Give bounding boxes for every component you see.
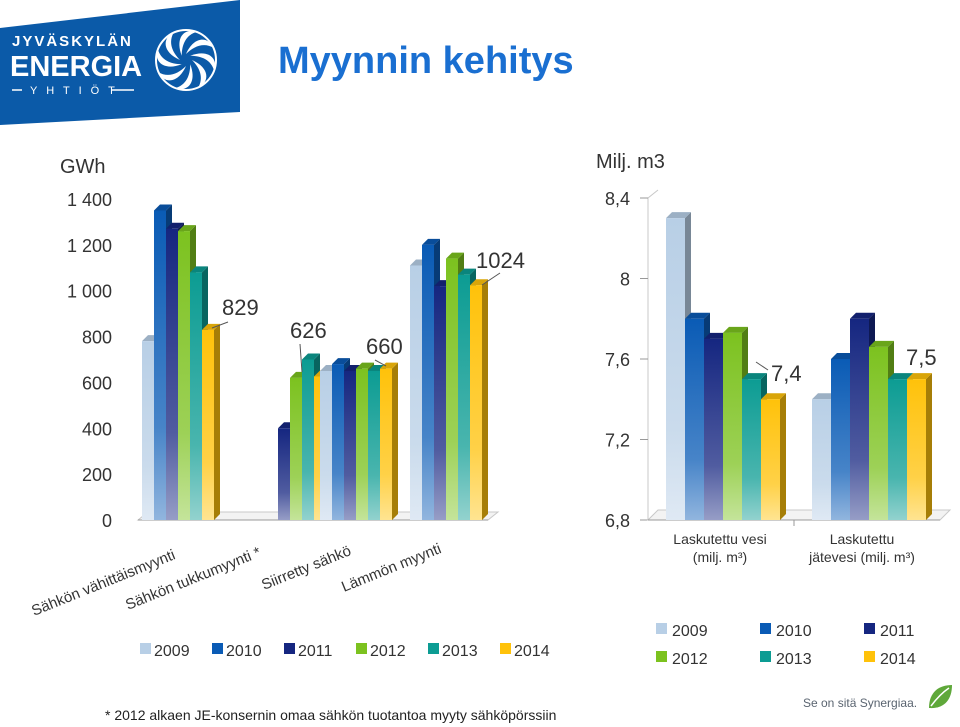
legend-swatch bbox=[760, 623, 771, 634]
legend-item-2010: 2010 bbox=[760, 623, 812, 640]
legend-swatch bbox=[656, 623, 667, 634]
y-tick-label: 6,8 bbox=[605, 511, 630, 531]
legend-swatch bbox=[864, 623, 875, 634]
y-axis-unit: Milj. m3 bbox=[596, 151, 665, 173]
legend-label: 2010 bbox=[226, 643, 262, 660]
logo-line1: JYVÄSKYLÄN bbox=[12, 33, 133, 50]
legend-swatch bbox=[428, 643, 439, 654]
legend-item-2010: 2010 bbox=[212, 643, 262, 660]
bar-2014-1 bbox=[907, 373, 932, 520]
data-label: 660 bbox=[366, 334, 403, 359]
data-label: 626 bbox=[290, 318, 327, 343]
bar-2014-0 bbox=[202, 323, 220, 520]
y-tick-label: 7,6 bbox=[605, 350, 630, 370]
legend-item-2011: 2011 bbox=[284, 643, 333, 660]
y-axis-unit: GWh bbox=[60, 156, 106, 178]
data-label: 1024 bbox=[476, 248, 525, 273]
logo-line2: ENERGIA bbox=[10, 51, 142, 83]
slogan: Se on sitä Synergiaa. bbox=[803, 696, 918, 710]
leaf-icon bbox=[929, 685, 952, 709]
y-tick-label: 600 bbox=[82, 373, 112, 393]
legend-item-2009: 2009 bbox=[656, 623, 708, 640]
legend-item-2012: 2012 bbox=[656, 651, 708, 668]
legend-swatch bbox=[356, 643, 367, 654]
footnote: * 2012 alkaen JE-konsernin omaa sähkön t… bbox=[105, 707, 557, 723]
legend-item-2014: 2014 bbox=[500, 643, 550, 660]
label-leader-line bbox=[299, 343, 303, 373]
bar-2014-3 bbox=[470, 279, 488, 520]
legend-swatch bbox=[284, 643, 295, 654]
y-tick-label: 200 bbox=[82, 465, 112, 485]
logo-line3: Y H T I Ö T bbox=[30, 85, 118, 97]
bar-2014-2 bbox=[380, 362, 398, 520]
legend-label: 2012 bbox=[672, 651, 708, 668]
legend-swatch bbox=[760, 651, 771, 662]
legend-swatch bbox=[500, 643, 511, 654]
legend-item-2013: 2013 bbox=[428, 643, 478, 660]
legend-item-2011: 2011 bbox=[864, 623, 915, 640]
legend-label: 2013 bbox=[776, 651, 812, 668]
legend-label: 2011 bbox=[880, 623, 915, 640]
data-label: 7,5 bbox=[906, 345, 937, 370]
company-logo: JYVÄSKYLÄN ENERGIA Y H T I Ö T bbox=[8, 18, 238, 102]
y-tick-label: 800 bbox=[82, 328, 112, 348]
legend-item-2014: 2014 bbox=[864, 651, 916, 668]
category-label: Laskutettu vesi (milj. m³) bbox=[673, 531, 766, 565]
legend-item-2013: 2013 bbox=[760, 651, 812, 668]
legend-label: 2014 bbox=[514, 643, 550, 660]
legend-label: 2011 bbox=[298, 643, 333, 660]
legend-label: 2012 bbox=[370, 643, 406, 660]
legend-label: 2014 bbox=[880, 651, 916, 668]
label-leader-line bbox=[374, 359, 387, 367]
data-label: 7,4 bbox=[771, 361, 802, 386]
category-label: Laskutettu jätevesi (milj. m³) bbox=[808, 531, 915, 565]
legend-label: 2009 bbox=[154, 643, 190, 660]
y-tick-label: 1 000 bbox=[67, 282, 112, 302]
legend-label: 2010 bbox=[776, 623, 812, 640]
legend-swatch bbox=[140, 643, 151, 654]
page-title: Myynnin kehitys bbox=[278, 40, 574, 82]
label-leader-line bbox=[755, 361, 769, 371]
y-tick-label: 1 400 bbox=[67, 190, 112, 210]
y-tick-label: 8 bbox=[620, 270, 630, 290]
y-tick-label: 7,2 bbox=[605, 431, 630, 451]
legend-swatch bbox=[212, 643, 223, 654]
chart-left-wall bbox=[647, 189, 659, 520]
y-tick-label: 1 200 bbox=[67, 236, 112, 256]
y-tick-label: 400 bbox=[82, 419, 112, 439]
bar-2014-0 bbox=[761, 393, 786, 520]
data-label: 829 bbox=[222, 295, 259, 320]
legend-item-2009: 2009 bbox=[140, 643, 190, 660]
label-leader-line bbox=[211, 321, 229, 329]
y-tick-label: 8,4 bbox=[605, 189, 630, 209]
y-tick-label: 0 bbox=[102, 511, 112, 531]
legend-label: 2013 bbox=[442, 643, 478, 660]
label-leader-line bbox=[481, 272, 501, 286]
turbine-swirl-icon bbox=[155, 29, 217, 91]
legend-label: 2009 bbox=[672, 623, 708, 640]
legend-swatch bbox=[656, 651, 667, 662]
legend-item-2012: 2012 bbox=[356, 643, 406, 660]
legend-swatch bbox=[864, 651, 875, 662]
